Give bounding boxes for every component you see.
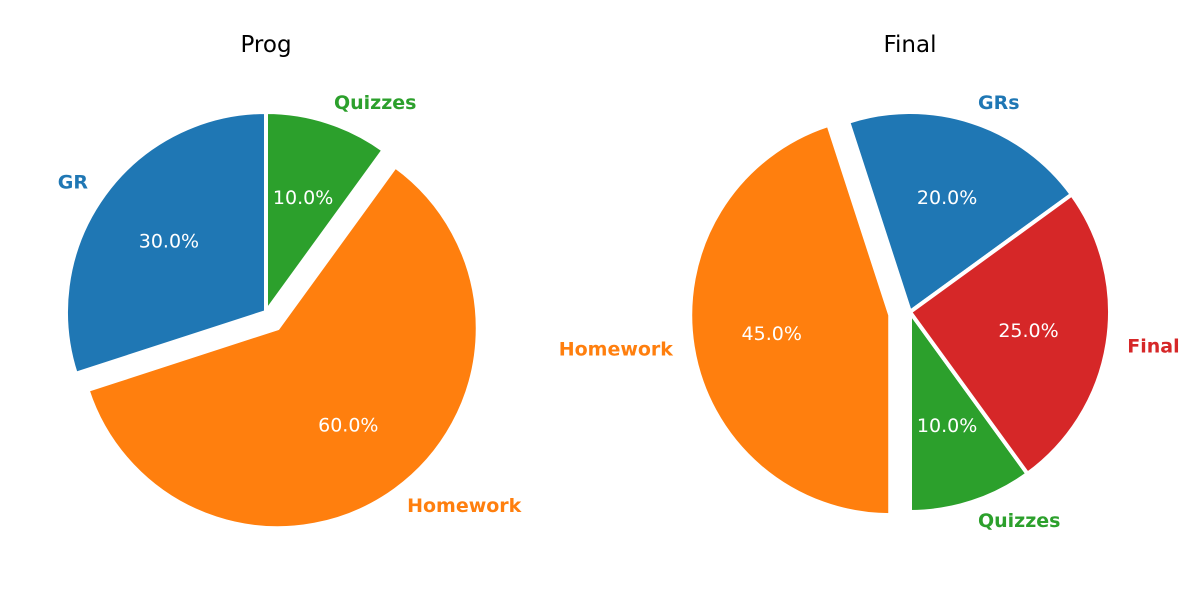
pie-slice-prog-homework (85, 164, 480, 531)
chart-title-final: Final (883, 32, 936, 58)
pct-label-final-quizzes: 10.0% (917, 415, 977, 437)
category-label-prog-homework: Homework (407, 495, 522, 517)
category-label-final-final: Final (1127, 335, 1179, 357)
pie-chart-prog: Prog 30.0% GR 60.0% Homework 10.0% Quizzes (58, 32, 522, 531)
pie-slice-final-homework (688, 122, 893, 518)
pie-chart-final: Final 20.0% GRs 45.0% Homework 10.0% Quizzes 2… (559, 32, 1180, 532)
pct-label-final-homework: 45.0% (742, 323, 802, 345)
pie-slice-final-quizzes (908, 310, 1030, 514)
pct-label-prog-quizzes: 10.0% (273, 187, 333, 209)
category-label-final-homework: Homework (559, 339, 674, 361)
pct-label-final-final: 25.0% (998, 320, 1058, 342)
category-label-final-quizzes: Quizzes (978, 510, 1061, 532)
pie-slice-prog-quizzes (264, 110, 386, 314)
category-label-prog-gr: GR (58, 172, 89, 194)
pct-label-prog-gr: 30.0% (139, 230, 199, 252)
category-label-final-grs: GRs (978, 92, 1020, 114)
pie-slice-prog-gr (64, 110, 268, 376)
category-label-prog-quizzes: Quizzes (334, 92, 417, 114)
pie-slice-final-grs (846, 110, 1074, 314)
pct-label-prog-homework: 60.0% (318, 414, 378, 436)
chart-title-prog: Prog (240, 32, 291, 58)
pct-label-final-grs: 20.0% (917, 187, 977, 209)
pie-slice-final-final (908, 192, 1112, 476)
